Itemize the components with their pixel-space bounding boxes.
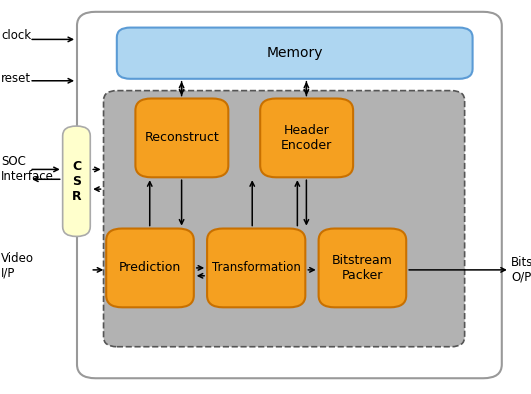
Text: Transformation: Transformation [212,262,301,274]
Text: Reconstruct: Reconstruct [144,132,219,144]
FancyBboxPatch shape [104,91,465,347]
FancyBboxPatch shape [135,98,228,177]
FancyBboxPatch shape [106,229,194,307]
Text: Bitstream
O/P: Bitstream O/P [511,256,531,284]
Text: Video
I/P: Video I/P [1,252,34,280]
Text: SOC
Interface: SOC Interface [1,155,54,184]
Text: Memory: Memory [267,46,323,60]
Text: Header
Encoder: Header Encoder [281,124,332,152]
Text: C
S
R: C S R [72,160,81,203]
FancyBboxPatch shape [207,229,305,307]
FancyBboxPatch shape [319,229,406,307]
FancyBboxPatch shape [63,126,90,236]
FancyBboxPatch shape [117,28,473,79]
FancyBboxPatch shape [77,12,502,378]
Text: Prediction: Prediction [119,262,181,274]
Text: clock: clock [1,29,31,42]
Text: Bitstream
Packer: Bitstream Packer [332,254,393,282]
FancyBboxPatch shape [260,98,353,177]
Text: reset: reset [1,72,31,85]
